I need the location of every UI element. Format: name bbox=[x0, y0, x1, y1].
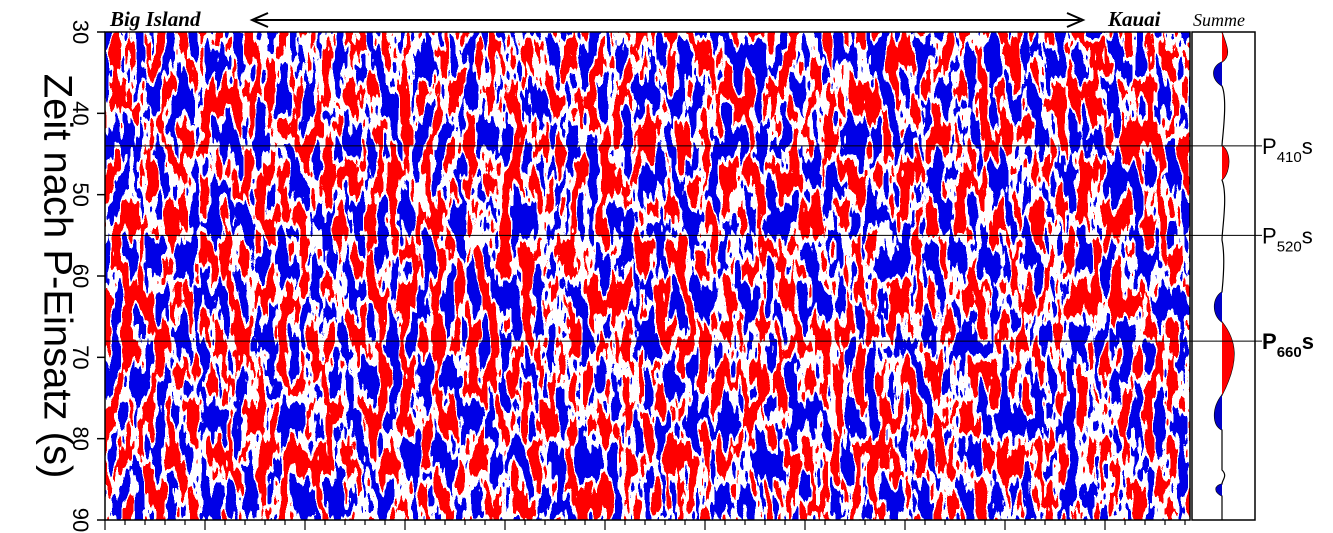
stack-label: Summe bbox=[1193, 10, 1245, 30]
y-tick-label: 80 bbox=[68, 426, 93, 450]
section-texture bbox=[105, 32, 1190, 520]
y-tick-label: 70 bbox=[68, 345, 93, 369]
y-tick-label: 30 bbox=[68, 20, 93, 44]
phase-label-sub: 520 bbox=[1277, 238, 1302, 255]
phase-label-suffix: s bbox=[1302, 134, 1313, 159]
x-ticks bbox=[104, 520, 1186, 530]
y-tick-label: 50 bbox=[68, 182, 93, 206]
phase-label-suffix: s bbox=[1302, 223, 1313, 248]
phase-label-name: P bbox=[1262, 329, 1277, 354]
left-label: Big Island bbox=[109, 7, 201, 31]
phase-label: P410s bbox=[1262, 134, 1313, 166]
right-label: Kauai bbox=[1107, 7, 1161, 31]
stack-trace bbox=[1213, 31, 1235, 520]
phase-label: P660s bbox=[1262, 329, 1314, 361]
phase-label: P520s bbox=[1262, 223, 1313, 255]
y-axis-label: Zeit nach P-Einsatz (s) bbox=[35, 74, 79, 479]
y-tick-label: 60 bbox=[68, 264, 93, 288]
stack-frame bbox=[1191, 31, 1256, 521]
top-arrows bbox=[249, 12, 1086, 28]
phase-label-sub: 660 bbox=[1277, 344, 1302, 361]
y-tick-label: 90 bbox=[68, 508, 93, 532]
phase-label-name: P bbox=[1262, 134, 1277, 159]
y-tick-label: 40 bbox=[68, 101, 93, 125]
phase-label-sub: 410 bbox=[1277, 149, 1302, 166]
phase-label-name: P bbox=[1262, 223, 1277, 248]
phase-label-suffix: s bbox=[1302, 329, 1314, 354]
